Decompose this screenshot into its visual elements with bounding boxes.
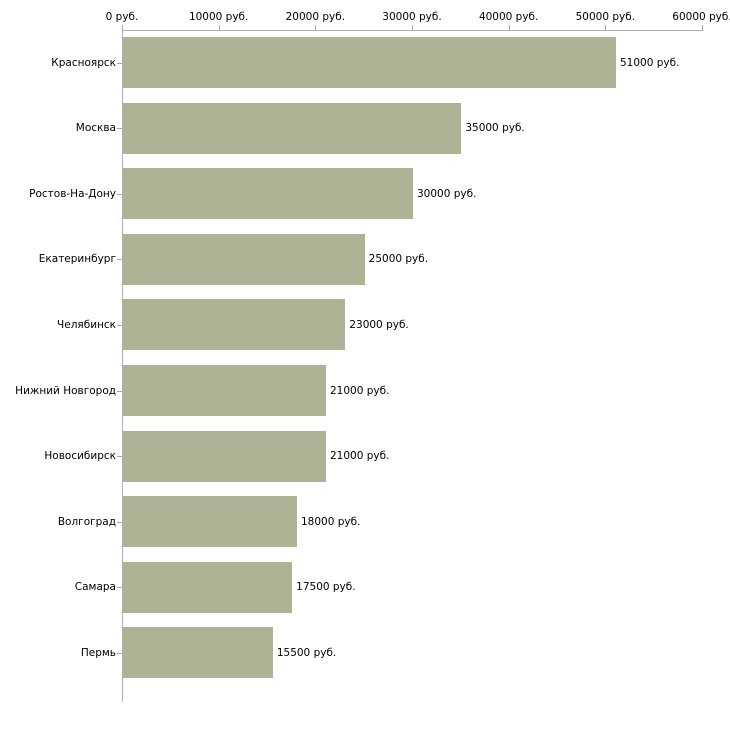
bar[interactable] — [123, 627, 273, 679]
y-axis-tick — [117, 63, 122, 64]
y-axis-tick — [117, 587, 122, 588]
bar[interactable] — [123, 233, 365, 285]
bar-value-label: 23000 руб. — [349, 318, 409, 331]
category-label: Ростов-На-Дону — [29, 187, 116, 200]
bar-value-label: 15500 руб. — [276, 646, 337, 659]
bar[interactable] — [123, 561, 293, 613]
x-axis-tick-label: 30000 руб. — [382, 11, 442, 23]
y-axis-tick — [117, 391, 122, 392]
bar-value-label: 30000 руб. — [417, 187, 477, 200]
category-label: Волгоград — [57, 515, 116, 528]
category-label: Красноярск — [51, 56, 116, 69]
y-axis-tick — [117, 128, 122, 129]
bar[interactable] — [123, 168, 413, 220]
x-axis-tick-label: 50000 руб. — [575, 11, 636, 23]
y-axis-tick — [117, 259, 122, 260]
category-label: Новосибирск — [44, 450, 116, 463]
x-axis-tick-label: 0 руб. — [105, 11, 139, 23]
x-axis-tick-label: 40000 руб. — [478, 11, 539, 23]
x-axis-tick — [702, 25, 703, 31]
bar[interactable] — [123, 102, 462, 154]
bar[interactable] — [123, 299, 346, 351]
y-axis-tick — [117, 194, 122, 195]
y-axis-tick — [117, 325, 122, 326]
bar-value-label: 17500 руб. — [296, 581, 356, 594]
y-axis-tick — [117, 522, 122, 523]
x-axis-tick — [508, 25, 510, 31]
x-axis-tick-label: 10000 руб. — [188, 11, 249, 23]
bar[interactable] — [123, 430, 326, 482]
category-label: Челябинск — [57, 318, 116, 331]
x-axis-tick — [218, 25, 220, 31]
y-axis-line — [122, 30, 123, 702]
category-label: Екатеринбург — [38, 253, 116, 266]
x-axis-tick — [605, 25, 607, 31]
category-label: Пермь — [80, 646, 116, 659]
category-label: Самара — [74, 581, 116, 594]
x-axis-tick-label: 20000 руб. — [285, 11, 346, 23]
x-axis-tick-label: 60000 руб. — [672, 11, 730, 23]
bar[interactable] — [123, 496, 297, 548]
y-axis-tick — [117, 653, 122, 654]
bar-value-label: 35000 руб. — [465, 122, 525, 135]
category-label: Нижний Новгород — [15, 384, 116, 397]
x-axis-tick — [122, 25, 123, 31]
bar-value-label: 25000 руб. — [368, 253, 429, 266]
bar[interactable] — [123, 37, 616, 88]
bar-value-label: 18000 руб. — [301, 515, 361, 528]
bar-value-label: 21000 руб. — [330, 384, 390, 397]
bar-value-label: 21000 руб. — [330, 450, 390, 463]
bar[interactable] — [123, 365, 326, 416]
x-axis-tick — [412, 25, 413, 31]
y-axis-tick — [117, 456, 122, 457]
bar-value-label: 51000 руб. — [620, 56, 680, 69]
x-axis-tick — [315, 25, 317, 31]
category-label: Москва — [75, 122, 116, 135]
